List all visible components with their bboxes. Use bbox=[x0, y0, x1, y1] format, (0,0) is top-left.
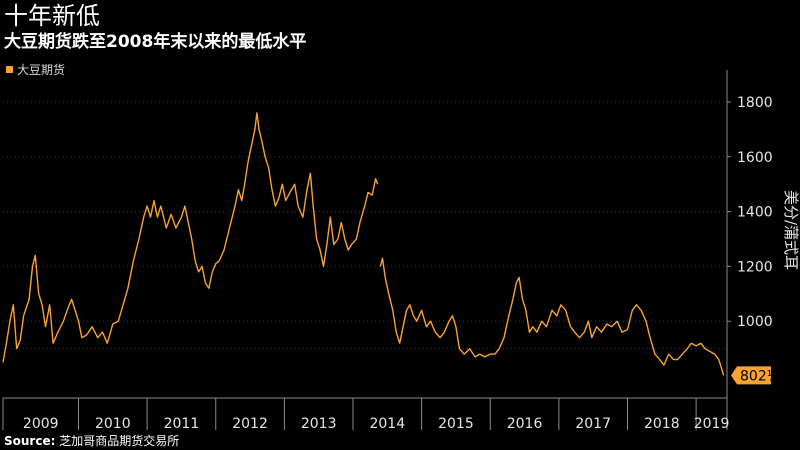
source-label: Source: bbox=[4, 434, 56, 448]
x-tick-label: 2019 bbox=[694, 416, 730, 432]
x-tick-label: 2018 bbox=[644, 416, 680, 432]
x-tick-label: 2009 bbox=[23, 416, 59, 432]
legend-label: 大豆期货 bbox=[17, 63, 66, 77]
x-tick-label: 2014 bbox=[369, 416, 405, 432]
y-tick-label: 1600 bbox=[737, 150, 773, 166]
series-line bbox=[379, 257, 725, 376]
x-tick-label: 2010 bbox=[95, 416, 131, 432]
x-tick-label: 2017 bbox=[575, 416, 611, 432]
legend-swatch bbox=[6, 66, 13, 73]
y-tick-label: 1400 bbox=[737, 205, 773, 221]
y-tick-label: 1800 bbox=[737, 95, 773, 111]
last-value-badge bbox=[731, 366, 771, 385]
x-tick-label: 2016 bbox=[507, 416, 543, 432]
x-tick-label: 2013 bbox=[301, 416, 337, 432]
source-text: 芝加哥商品期货交易所 bbox=[59, 434, 180, 448]
chart-subtitle: 大豆期货跌至2008年末以来的最低水平 bbox=[4, 32, 307, 52]
y-tick-label: 1000 bbox=[737, 314, 773, 330]
last-value-label: 802½ bbox=[740, 368, 780, 384]
x-tick-label: 2011 bbox=[164, 416, 200, 432]
y-tick-label: 1200 bbox=[737, 259, 773, 275]
series-line bbox=[2, 112, 379, 363]
x-tick-label: 2015 bbox=[438, 416, 474, 432]
legend: 大豆期货 bbox=[6, 61, 65, 78]
y-axis-label: 美分/蒲式耳 bbox=[782, 190, 800, 270]
x-tick-label: 2012 bbox=[232, 416, 268, 432]
chart-title: 十年新低 bbox=[4, 2, 100, 30]
source-note: Source: 芝加哥商品期货交易所 bbox=[4, 432, 179, 449]
